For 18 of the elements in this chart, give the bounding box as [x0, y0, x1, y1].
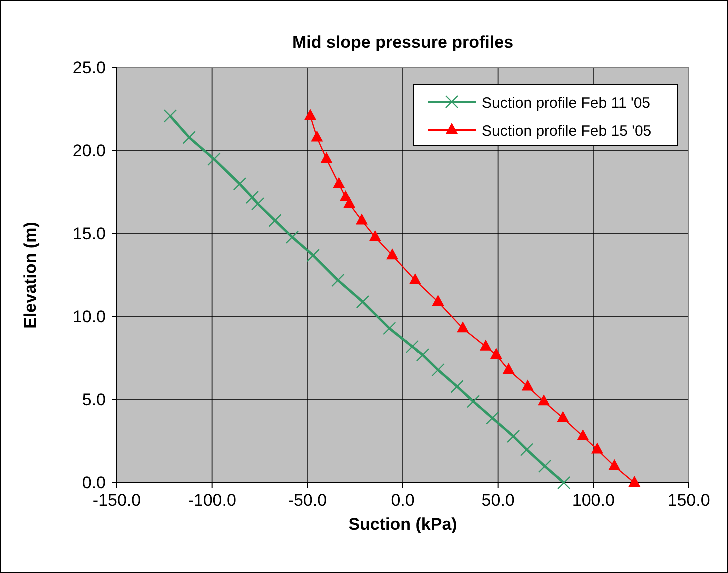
x-tick-label: -50.0	[288, 491, 328, 510]
y-tick-label: 20.0	[72, 141, 106, 160]
x-tick-label: -100.0	[188, 491, 236, 510]
x-tick-label: 150.0	[668, 491, 710, 510]
legend-label: Suction profile Feb 11 '05	[482, 95, 651, 112]
chart-title: Mid slope pressure profiles	[292, 33, 514, 52]
x-tick-label: 50.0	[482, 491, 515, 510]
y-axis-title: Elevation (m)	[21, 222, 40, 329]
x-tick-label: -150.0	[92, 491, 142, 510]
x-tick-label: 0.0	[391, 491, 415, 510]
y-tick-label: 0.0	[82, 473, 106, 492]
y-tick-label: 5.0	[82, 390, 106, 410]
x-tick-label: 100.0	[572, 491, 615, 510]
y-tick-label: 25.0	[72, 58, 106, 78]
x-axis-title: Suction (kPa)	[348, 515, 458, 534]
legend-label: Suction profile Feb 15 '05	[482, 123, 652, 140]
y-tick-label: 15.0	[72, 224, 106, 244]
y-tick-label: 10.0	[72, 307, 106, 326]
